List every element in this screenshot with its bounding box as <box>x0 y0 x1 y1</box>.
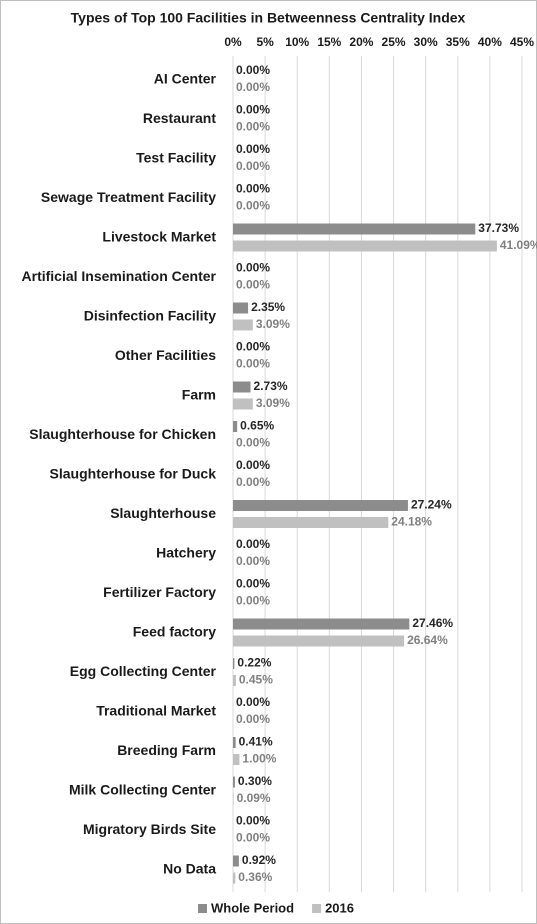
value-label: 0.00% <box>236 103 270 117</box>
value-label: 0.00% <box>236 814 270 828</box>
value-label: 0.00% <box>236 340 270 354</box>
value-label: 0.65% <box>240 419 274 433</box>
y-tick-label: Artificial Insemination Center <box>22 268 217 284</box>
value-label: 0.00% <box>236 577 270 591</box>
bar <box>233 302 249 314</box>
x-tick-label: 10% <box>285 35 309 49</box>
legend-label: Whole Period <box>211 900 294 915</box>
y-tick-label: AI Center <box>154 71 217 87</box>
y-tick-label: Sewage Treatment Facility <box>41 189 216 205</box>
bar <box>233 517 389 528</box>
y-tick-label: Traditional Market <box>96 703 216 719</box>
value-label: 0.00% <box>236 159 270 173</box>
bar <box>233 675 236 686</box>
value-label: 24.18% <box>391 515 432 529</box>
bar <box>233 737 236 748</box>
x-tick-label: 25% <box>382 35 406 49</box>
value-label: 0.00% <box>236 712 270 726</box>
y-tick-label: Slaughterhouse for Duck <box>50 466 217 482</box>
x-tick-label: 20% <box>349 35 373 49</box>
value-label: 2.35% <box>251 300 285 314</box>
y-tick-label: Slaughterhouse <box>110 505 216 521</box>
bar <box>233 776 235 788</box>
value-label: 0.00% <box>236 537 270 551</box>
y-tick-label: No Data <box>163 861 216 877</box>
y-tick-label: Livestock Market <box>102 229 216 245</box>
y-tick-label: Farm <box>182 387 216 403</box>
x-tick-label: 30% <box>414 35 438 49</box>
y-tick-label: Migratory Birds Site <box>83 821 216 837</box>
value-label: 0.00% <box>236 475 270 489</box>
value-label: 0.45% <box>239 673 273 687</box>
bar <box>233 319 253 331</box>
value-label: 0.00% <box>236 199 270 213</box>
value-label: 0.00% <box>236 458 270 472</box>
value-label: 0.09% <box>237 791 271 805</box>
value-label: 2.73% <box>254 379 288 393</box>
value-label: 0.00% <box>236 278 270 292</box>
x-tick-label: 40% <box>478 35 502 49</box>
legend-label: 2016 <box>325 900 354 915</box>
value-label: 27.24% <box>411 498 452 512</box>
bar <box>233 500 408 511</box>
y-tick-label: Disinfection Facility <box>84 308 216 324</box>
bar <box>233 398 253 410</box>
value-label: 0.00% <box>236 357 270 371</box>
value-label: 41.09% <box>500 238 537 252</box>
y-tick-label: Feed factory <box>133 624 216 640</box>
value-label: 27.46% <box>412 616 453 630</box>
chart-title: Types of Top 100 Facilities in Betweenne… <box>71 10 466 26</box>
y-tick-label: Restaurant <box>143 110 216 126</box>
value-label: 3.09% <box>256 317 290 331</box>
bar <box>233 421 238 432</box>
value-label: 0.00% <box>236 695 270 709</box>
value-label: 0.00% <box>236 831 270 845</box>
y-tick-label: Slaughterhouse for Chicken <box>29 426 216 442</box>
x-tick-label: 0% <box>224 35 242 49</box>
legend-swatch <box>198 904 207 913</box>
bar <box>233 381 251 393</box>
bar <box>233 635 405 647</box>
x-tick-label: 45% <box>510 35 534 49</box>
value-label: 0.00% <box>236 182 270 196</box>
x-tick-label: 5% <box>256 35 274 49</box>
y-tick-label: Hatchery <box>156 545 216 561</box>
value-label: 0.00% <box>236 261 270 275</box>
bar <box>233 240 497 252</box>
value-label: 1.00% <box>242 752 276 766</box>
y-tick-label: Other Facilities <box>115 347 216 363</box>
value-label: 0.22% <box>237 656 271 670</box>
y-tick-label: Breeding Farm <box>117 742 216 758</box>
value-label: 0.41% <box>239 735 273 749</box>
value-label: 37.73% <box>478 221 519 235</box>
value-label: 3.09% <box>256 396 290 410</box>
value-label: 26.64% <box>407 633 448 647</box>
value-label: 0.00% <box>236 554 270 568</box>
bar <box>233 223 476 235</box>
value-label: 0.30% <box>238 774 272 788</box>
x-tick-label: 15% <box>317 35 341 49</box>
y-tick-label: Fertilizer Factory <box>103 584 216 600</box>
y-tick-label: Test Facility <box>136 150 216 166</box>
value-label: 0.00% <box>236 80 270 94</box>
bar <box>233 855 239 867</box>
value-label: 0.92% <box>242 853 276 867</box>
bar <box>233 658 235 669</box>
y-tick-label: Egg Collecting Center <box>70 663 217 679</box>
value-label: 0.00% <box>236 63 270 77</box>
value-label: 0.00% <box>236 436 270 450</box>
y-tick-label: Milk Collecting Center <box>69 782 217 798</box>
bar <box>233 793 234 805</box>
value-label: 0.00% <box>236 120 270 134</box>
value-label: 0.00% <box>236 594 270 608</box>
x-tick-label: 35% <box>446 35 470 49</box>
legend-swatch <box>312 904 322 913</box>
bar <box>233 754 240 765</box>
bar <box>233 618 410 630</box>
value-label: 0.00% <box>236 142 270 156</box>
bar <box>233 872 236 884</box>
value-label: 0.36% <box>238 870 272 884</box>
